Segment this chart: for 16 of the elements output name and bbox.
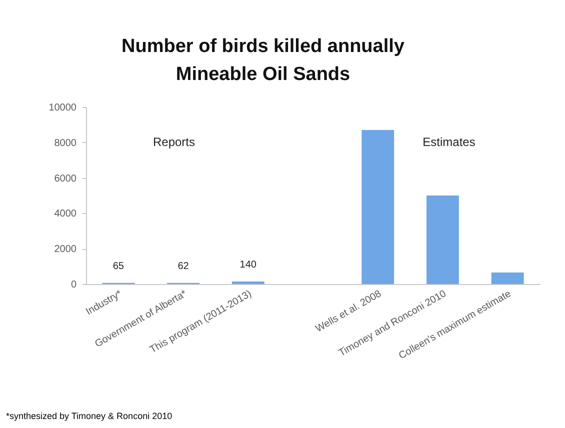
annotation: Reports bbox=[152, 135, 196, 149]
annotation: Estimates bbox=[422, 135, 476, 149]
data-label: 62 bbox=[178, 260, 190, 272]
bar bbox=[426, 196, 459, 284]
bar bbox=[362, 130, 394, 284]
chart-title: Number of birds killed annually Mineable Oil Sands bbox=[122, 36, 405, 85]
y-tick-label: 8000 bbox=[54, 138, 77, 149]
text: *synthesized by Timoney & Ronconi 2010 bbox=[6, 411, 172, 421]
bar bbox=[491, 272, 524, 284]
y-tick-label: 0 bbox=[70, 280, 77, 290]
data-label: 65 bbox=[112, 260, 124, 272]
y-tick-label: 4000 bbox=[54, 208, 77, 220]
y-tick-label: 10000 bbox=[48, 102, 77, 114]
y-tick-label: 2000 bbox=[54, 244, 77, 256]
data-label: 140 bbox=[240, 260, 257, 271]
y-tick-label: 6000 bbox=[54, 173, 77, 184]
